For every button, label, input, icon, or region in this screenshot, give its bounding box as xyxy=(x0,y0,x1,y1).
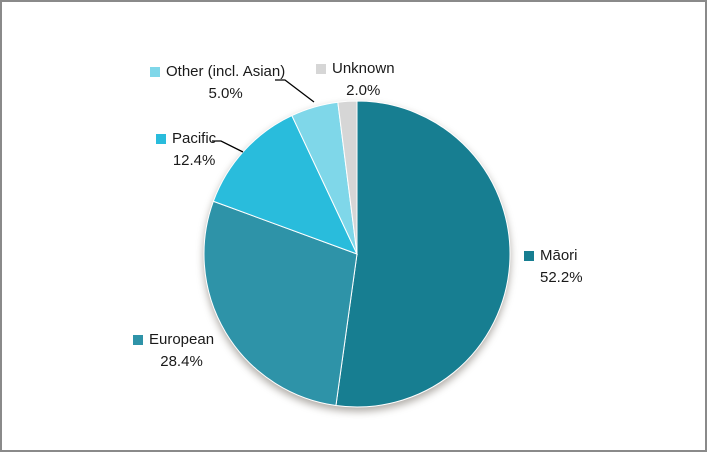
label-pacific: Pacific 12.4% xyxy=(156,128,216,172)
label-pacific-name: Pacific xyxy=(172,130,217,147)
pie-slice-1[interactable] xyxy=(203,200,358,407)
legend-marker-pacific-icon xyxy=(156,134,166,144)
label-pacific-pct: 12.4% xyxy=(172,152,216,169)
label-other: Other (incl. Asian) 5.0% xyxy=(150,61,285,105)
legend-marker-european-icon xyxy=(133,335,143,345)
label-other-pct: 5.0% xyxy=(208,85,243,102)
label-unknown-name: Unknown xyxy=(332,60,395,77)
legend-marker-maori-icon xyxy=(524,251,534,261)
pie-slice-4[interactable] xyxy=(337,100,358,255)
legend-marker-unknown-icon xyxy=(316,64,326,74)
leader-line-other xyxy=(275,79,315,103)
label-unknown-pct: 2.0% xyxy=(346,82,381,99)
pie-slice-2[interactable] xyxy=(212,114,358,255)
pie-slice-0[interactable] xyxy=(335,100,511,408)
label-maori-name: Māori xyxy=(540,247,578,264)
legend-marker-other-icon xyxy=(150,67,160,77)
label-unknown: Unknown 2.0% xyxy=(316,58,395,102)
label-maori: Māori 52.2% xyxy=(524,245,583,289)
label-european-pct: 28.4% xyxy=(160,353,203,370)
label-maori-pct: 52.2% xyxy=(540,269,583,286)
label-european: European 28.4% xyxy=(133,329,214,373)
label-european-name: European xyxy=(149,331,215,348)
leader-line-pacific xyxy=(212,140,244,153)
label-other-name: Other (incl. Asian) xyxy=(166,63,286,80)
